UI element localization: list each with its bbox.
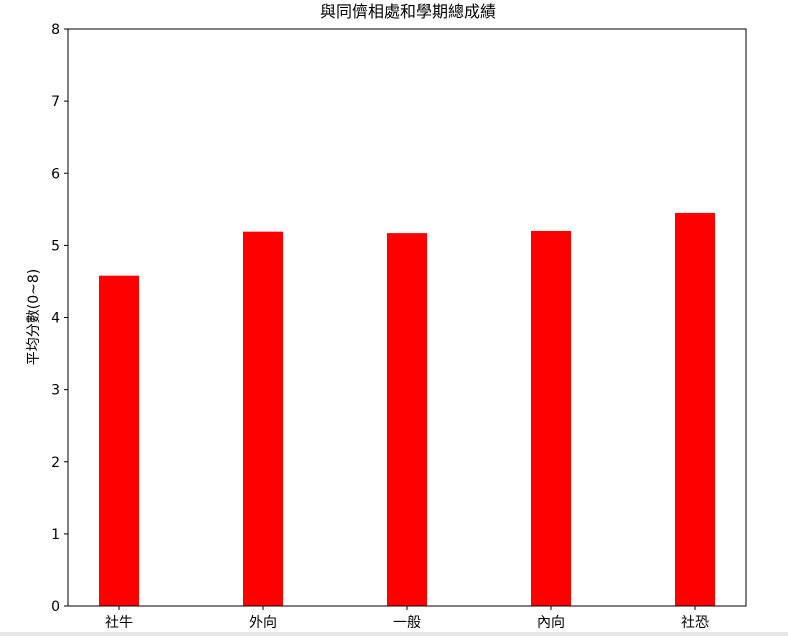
x-axis-ticks: 社牛 外向 一般 內向 社恐	[105, 606, 709, 631]
plot-frame	[67, 28, 747, 607]
x-tick-label: 社恐	[681, 615, 709, 631]
y-tick-label: 3	[51, 383, 60, 399]
y-tick-label: 0	[51, 599, 60, 615]
y-tick-label: 7	[51, 94, 60, 110]
bar-0	[99, 275, 139, 606]
y-axis-label: 平均分數(0~8)	[26, 269, 42, 365]
bars-group	[99, 212, 715, 606]
bar-3	[531, 230, 571, 606]
bar-1	[243, 231, 283, 606]
x-tick-label: 社牛	[105, 615, 133, 631]
y-tick-label: 6	[51, 166, 60, 182]
y-axis-ticks: 0 1 2 3 4 5 6 7 8	[51, 22, 68, 615]
x-tick-label: 內向	[537, 615, 565, 631]
y-tick-label: 4	[51, 311, 60, 327]
window-bottom-edge	[0, 632, 788, 636]
y-tick-label: 2	[51, 455, 60, 471]
bar-2	[387, 233, 427, 606]
y-tick-label: 8	[51, 22, 60, 38]
y-tick-label: 1	[51, 527, 60, 543]
x-tick-label: 一般	[393, 615, 421, 631]
x-tick-label: 外向	[249, 615, 277, 631]
bar-4	[675, 212, 715, 606]
chart-title: 與同儕相處和學期總成績	[320, 2, 496, 21]
y-tick-label: 5	[51, 238, 60, 254]
